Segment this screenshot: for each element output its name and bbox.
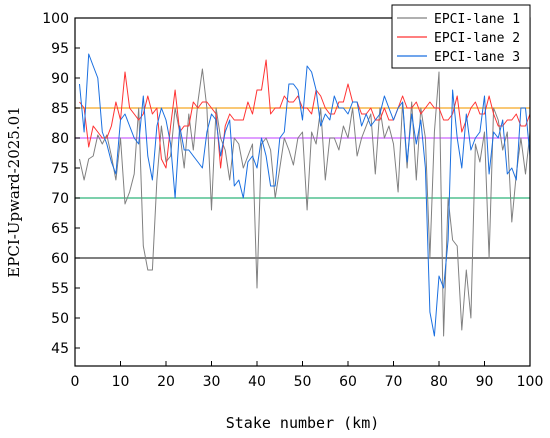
x-tick-label: 80 — [430, 374, 448, 390]
y-tick-label: 45 — [51, 341, 69, 357]
y-tick-label: 75 — [51, 161, 69, 177]
series-line-lane-3 — [79, 53, 531, 337]
x-axis-title: Stake number (km) — [226, 414, 380, 432]
y-axis-ticks: 45 50 55 60 65 70 75 80 85 90 95 100 — [42, 11, 80, 357]
x-tick-label: 20 — [157, 374, 175, 390]
y-tick-label: 95 — [51, 41, 69, 57]
y-tick-label: 70 — [51, 191, 69, 207]
legend-label: EPCI-lane 2 — [434, 31, 520, 46]
y-tick-label: 85 — [51, 101, 69, 117]
series-line-lane-2 — [79, 59, 531, 169]
series-line-lane-1 — [79, 68, 531, 337]
y-tick-label: 60 — [51, 251, 69, 267]
y-tick-label: 65 — [51, 221, 69, 237]
x-tick-label: 60 — [339, 374, 357, 390]
legend-label: EPCI-lane 3 — [434, 50, 520, 65]
x-axis-ticks: 0 10 20 30 40 50 60 70 80 90 100 — [71, 361, 544, 390]
y-tick-label: 90 — [51, 71, 69, 87]
x-tick-label: 10 — [112, 374, 130, 390]
y-tick-label: 55 — [51, 281, 69, 297]
x-tick-label: 30 — [203, 374, 221, 390]
x-tick-label: 0 — [71, 374, 80, 390]
x-tick-label: 70 — [385, 374, 403, 390]
y-tick-label: 100 — [42, 11, 69, 27]
x-tick-label: 40 — [248, 374, 266, 390]
legend-label: EPCI-lane 1 — [434, 12, 520, 27]
x-tick-label: 90 — [476, 374, 494, 390]
legend: EPCI-lane 1 EPCI-lane 2 EPCI-lane 3 — [391, 4, 531, 69]
series-lines — [79, 53, 531, 337]
y-tick-label: 50 — [51, 311, 69, 327]
x-tick-label: 100 — [517, 374, 544, 390]
y-tick-label: 80 — [51, 131, 69, 147]
y-axis-title: EPCI-Upward-2025.01 — [5, 106, 23, 277]
x-tick-label: 50 — [294, 374, 312, 390]
